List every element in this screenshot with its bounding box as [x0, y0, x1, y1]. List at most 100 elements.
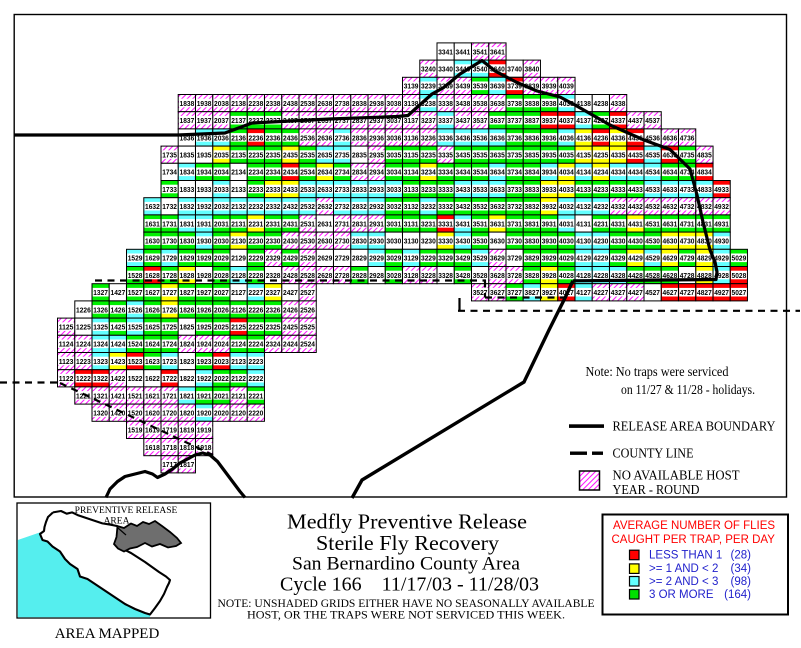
svg-text:1631: 1631 [145, 219, 160, 228]
svg-text:5029: 5029 [732, 254, 747, 263]
svg-text:1125: 1125 [59, 323, 74, 332]
svg-text:2425: 2425 [283, 323, 298, 332]
svg-text:4130: 4130 [576, 237, 591, 246]
svg-text:1818: 1818 [180, 443, 195, 452]
svg-text:1829: 1829 [180, 254, 195, 263]
svg-text:3729: 3729 [507, 254, 522, 263]
svg-text:4328: 4328 [611, 271, 626, 280]
svg-text:2124: 2124 [231, 340, 246, 349]
svg-text:4127: 4127 [576, 288, 591, 297]
svg-text:2230: 2230 [249, 237, 264, 246]
svg-text:1519: 1519 [128, 426, 143, 435]
svg-text:2935: 2935 [369, 151, 384, 160]
svg-text:2024: 2024 [214, 340, 229, 349]
svg-text:(28): (28) [731, 550, 752, 562]
svg-text:2634: 2634 [318, 168, 333, 177]
svg-text:3936: 3936 [542, 133, 557, 142]
svg-text:1922: 1922 [197, 374, 212, 383]
svg-text:4028: 4028 [559, 271, 574, 280]
svg-text:2331: 2331 [266, 219, 281, 228]
svg-text:2333: 2333 [266, 185, 281, 194]
svg-text:2833: 2833 [352, 185, 367, 194]
svg-text:4332: 4332 [611, 202, 626, 211]
svg-text:4232: 4232 [594, 202, 609, 211]
svg-text:2628: 2628 [318, 271, 333, 280]
svg-text:1427: 1427 [111, 288, 126, 297]
svg-text:1719: 1719 [162, 426, 177, 435]
svg-text:2535: 2535 [300, 151, 315, 160]
svg-text:2631: 2631 [318, 219, 333, 228]
svg-text:4036: 4036 [559, 133, 574, 142]
svg-text:3236: 3236 [421, 133, 436, 142]
svg-text:3828: 3828 [525, 271, 540, 280]
svg-text:1323: 1323 [93, 357, 108, 366]
svg-text:1423: 1423 [111, 357, 126, 366]
svg-text:4134: 4134 [576, 168, 591, 177]
svg-text:2831: 2831 [352, 219, 367, 228]
svg-text:2228: 2228 [249, 271, 264, 280]
svg-text:4532: 4532 [645, 202, 660, 211]
svg-text:4131: 4131 [576, 219, 591, 228]
svg-text:2630: 2630 [318, 237, 333, 246]
svg-text:3638: 3638 [490, 99, 505, 108]
svg-text:2933: 2933 [369, 185, 384, 194]
svg-text:1920: 1920 [197, 409, 212, 418]
svg-text:1728: 1728 [162, 271, 177, 280]
svg-text:4334: 4334 [611, 168, 626, 177]
svg-text:1721: 1721 [162, 391, 177, 400]
svg-text:4632: 4632 [663, 202, 678, 211]
svg-text:1929: 1929 [197, 254, 212, 263]
svg-text:1526: 1526 [128, 305, 143, 314]
svg-text:2524: 2524 [300, 340, 315, 349]
svg-text:4034: 4034 [559, 168, 574, 177]
svg-text:2036: 2036 [214, 133, 229, 142]
svg-text:1325: 1325 [93, 323, 108, 332]
svg-text:2929: 2929 [369, 254, 384, 263]
svg-text:1936: 1936 [197, 133, 212, 142]
svg-text:1529: 1529 [128, 254, 143, 263]
svg-text:2829: 2829 [352, 254, 367, 263]
svg-text:4437: 4437 [628, 116, 643, 125]
svg-text:4527: 4527 [645, 288, 660, 297]
svg-text:3829: 3829 [525, 254, 540, 263]
svg-text:4330: 4330 [611, 237, 626, 246]
svg-text:3028: 3028 [387, 271, 402, 280]
svg-text:3832: 3832 [525, 202, 540, 211]
svg-text:3839: 3839 [525, 82, 540, 91]
svg-text:1324: 1324 [93, 340, 108, 349]
svg-text:3628: 3628 [490, 271, 505, 280]
svg-text:1834: 1834 [180, 168, 195, 177]
svg-text:3930: 3930 [542, 237, 557, 246]
svg-text:2424: 2424 [283, 340, 298, 349]
svg-text:1928: 1928 [197, 271, 212, 280]
svg-text:2229: 2229 [249, 254, 264, 263]
svg-text:2427: 2427 [283, 288, 298, 297]
svg-text:3627: 3627 [490, 288, 505, 297]
svg-text:4037: 4037 [559, 116, 574, 125]
svg-text:1320: 1320 [93, 409, 108, 418]
svg-text:4136: 4136 [576, 133, 591, 142]
svg-text:3136: 3136 [404, 133, 419, 142]
svg-text:4933: 4933 [714, 185, 729, 194]
svg-text:2023: 2023 [214, 357, 229, 366]
svg-text:3231: 3231 [421, 219, 436, 228]
svg-text:2137: 2137 [231, 116, 246, 125]
svg-text:(34): (34) [731, 563, 752, 575]
svg-text:3036: 3036 [387, 133, 402, 142]
svg-text:3029: 3029 [387, 254, 402, 263]
svg-text:1424: 1424 [111, 340, 126, 349]
svg-text:3435: 3435 [456, 151, 471, 160]
svg-text:3635: 3635 [490, 151, 505, 160]
svg-text:1730: 1730 [162, 237, 177, 246]
svg-text:2136: 2136 [231, 133, 246, 142]
svg-text:3740: 3740 [507, 65, 522, 74]
svg-text:Note: No traps were serviced: Note: No traps were serviced [586, 365, 729, 380]
svg-text:2633: 2633 [318, 185, 333, 194]
svg-text:2629: 2629 [318, 254, 333, 263]
svg-text:3234: 3234 [421, 168, 436, 177]
svg-text:2432: 2432 [283, 202, 298, 211]
svg-text:1921: 1921 [197, 391, 212, 400]
svg-text:1520: 1520 [128, 409, 143, 418]
svg-text:4627: 4627 [663, 288, 678, 297]
svg-text:1826: 1826 [180, 305, 195, 314]
